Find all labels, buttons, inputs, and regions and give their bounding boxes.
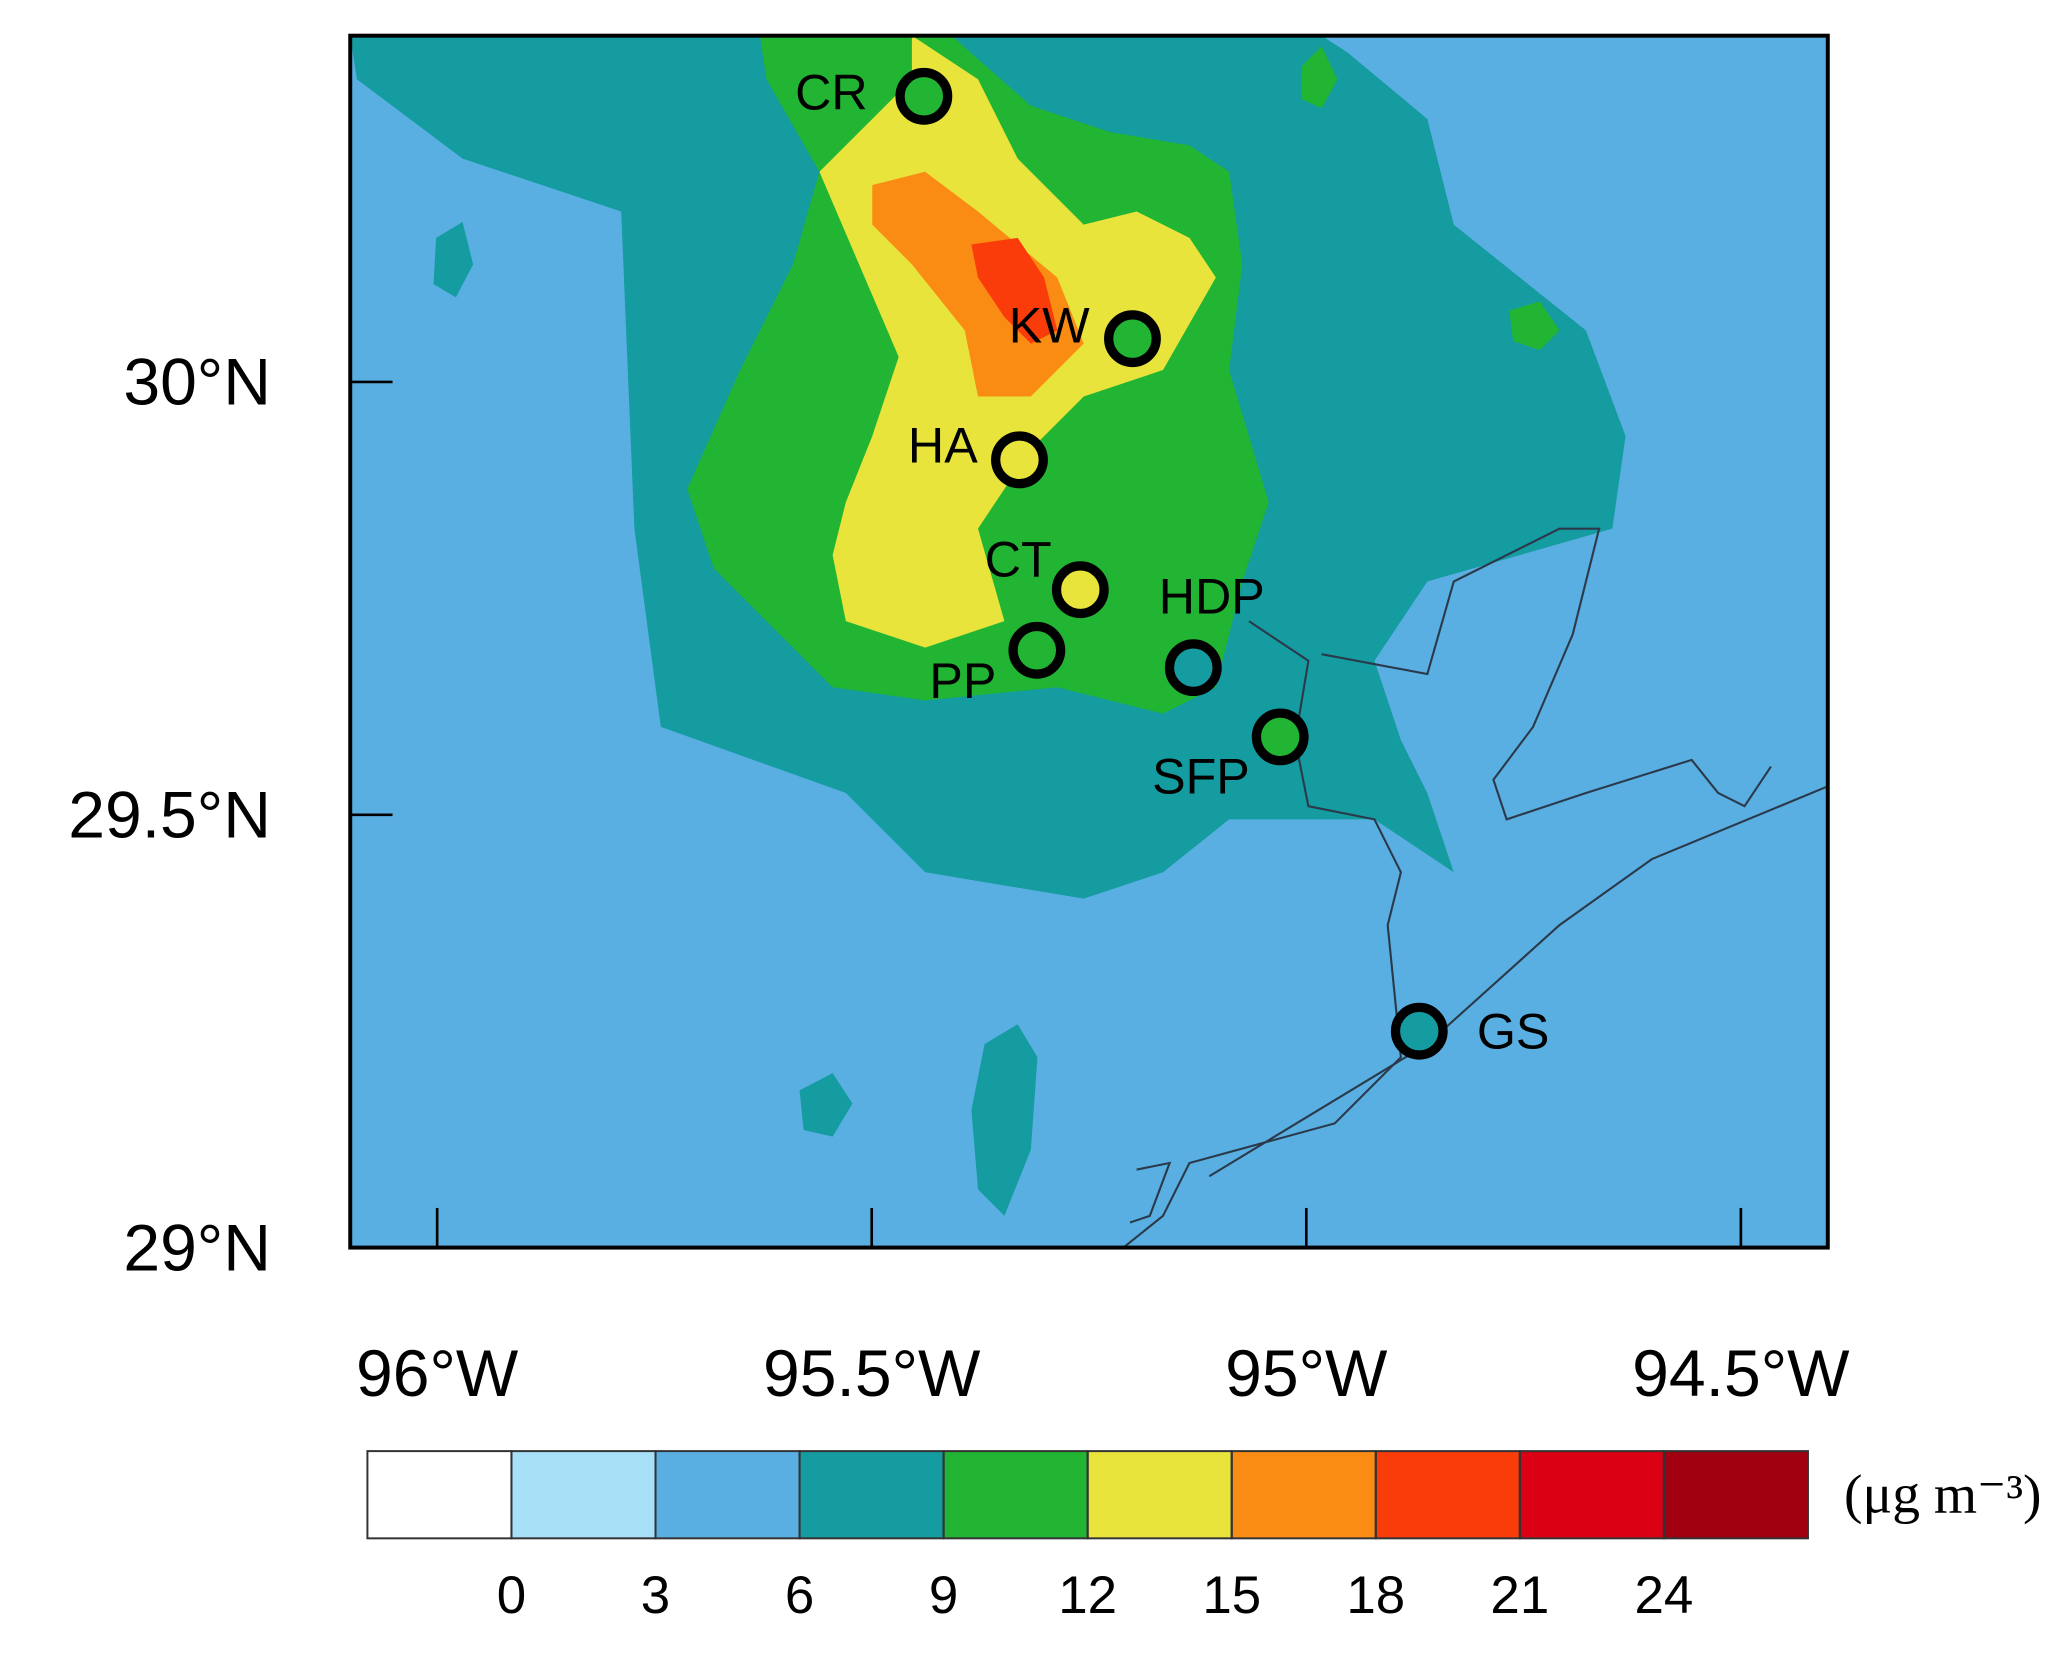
colorbar-label: 12 [1058,1566,1117,1625]
colorbar-swatch [1518,1450,1665,1540]
station-label: HDP [1159,568,1265,624]
field-contour [971,1024,1038,1216]
colorbar-swatch [942,1450,1089,1540]
colorbar-label: 9 [929,1566,958,1625]
colorbar-label: 3 [641,1566,670,1625]
field-contour [1301,46,1338,109]
lat-tick-label: 30°N [123,346,271,420]
station-label: SFP [1152,749,1250,805]
station-label: CT [985,532,1052,588]
field-contour [1509,301,1560,351]
station-label: HA [908,418,978,474]
station-marker [1164,639,1222,697]
lon-tick-label: 95°W [1225,1337,1388,1411]
lat-tick-label: 29°N [123,1211,271,1285]
colorbar-label: 6 [785,1566,814,1625]
colorbar-label: 0 [497,1566,526,1625]
colorbar-swatch [366,1450,513,1540]
lon-tick-label: 94.5°W [1632,1337,1850,1411]
station-marker [895,67,953,125]
station-label: CR [795,65,868,121]
colorbar-swatch [654,1450,801,1540]
colorbar-label: 15 [1202,1566,1261,1625]
station-marker [1251,708,1309,766]
colorbar-swatch [1662,1450,1809,1540]
lat-tick-label: 29.5°N [68,779,271,853]
station-marker [1390,1002,1448,1060]
station-marker [1008,621,1066,679]
colorbar-swatch [798,1450,945,1540]
field-contour [433,222,474,298]
station-marker [991,431,1048,489]
colorbar-swatch [1374,1450,1521,1540]
colorbar-swatch [1230,1450,1377,1540]
station-label: PP [929,653,996,709]
station-marker [1104,310,1161,368]
colorbar-label: 18 [1346,1566,1405,1625]
station-label: GS [1477,1003,1550,1059]
field-contour [971,237,1058,344]
lon-tick-label: 96°W [356,1337,519,1411]
map-frame [348,33,1830,1250]
colorbar-swatch [510,1450,657,1540]
station-marker [1051,561,1109,619]
lon-tick-label: 95.5°W [763,1337,981,1411]
colorbar-label: 24 [1635,1566,1694,1625]
station-label: KW [1009,298,1090,354]
colorbar-label: 21 [1490,1566,1549,1625]
concentration-field [350,35,1828,1248]
colorbar-unit: (μg m⁻³) [1844,1465,2041,1526]
colorbar-swatch [1086,1450,1233,1540]
field-contour [799,1073,853,1137]
